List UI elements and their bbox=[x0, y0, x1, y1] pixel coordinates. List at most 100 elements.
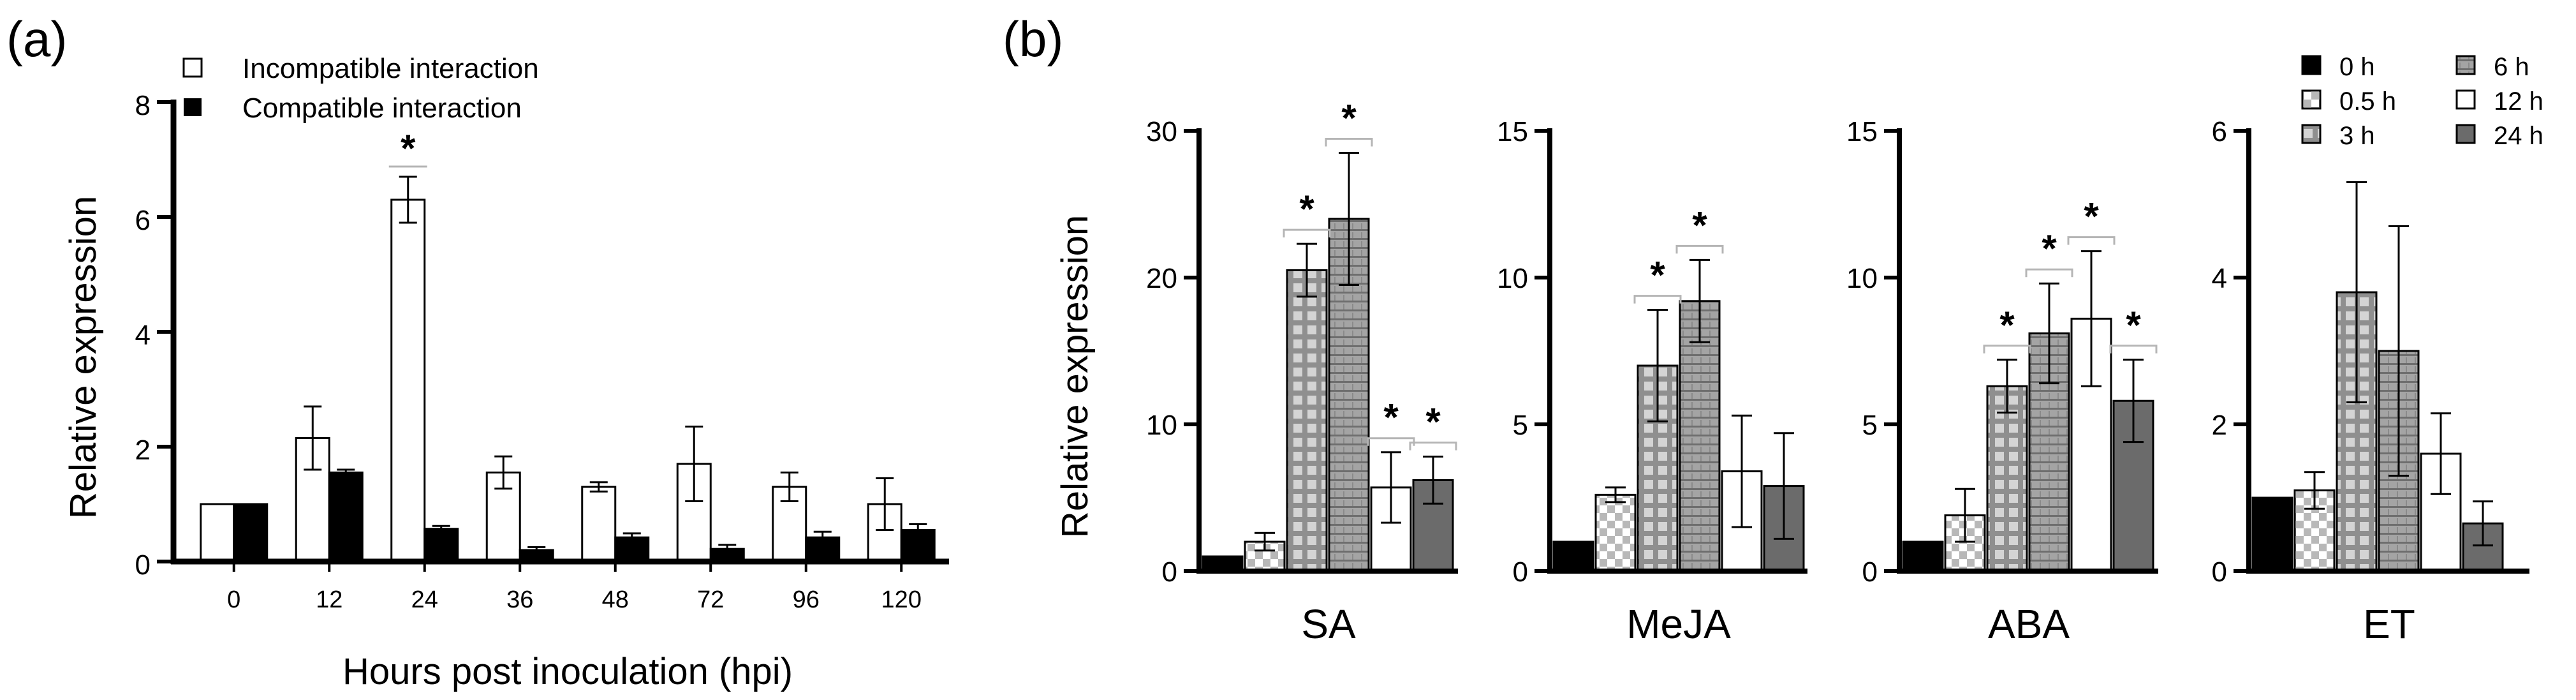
panel-a-significance-star: * bbox=[401, 127, 416, 170]
panel-b-significance-bracket bbox=[1983, 345, 2031, 354]
bar-meja-0h bbox=[1552, 540, 1594, 572]
panel-a-bars: * bbox=[200, 127, 936, 563]
panel-b-group-sa: 0 10 20 30 * * * * SA bbox=[1146, 97, 1458, 647]
panel-b-significance-bracket bbox=[1675, 244, 1724, 254]
legend-label-3h: 3 h bbox=[2339, 122, 2375, 150]
legend-swatch-24h bbox=[2455, 124, 2476, 144]
panel-b-significance-star: * bbox=[2126, 304, 2141, 346]
legend-label-24h: 24 h bbox=[2494, 122, 2543, 150]
panel-b-ytick-label: 0 bbox=[1162, 556, 1177, 588]
panel-b-significance-bracket bbox=[1367, 437, 1415, 446]
bar-aba-0h bbox=[1902, 540, 1944, 572]
panel-b-significance-bracket bbox=[1325, 138, 1373, 147]
panel-b-significance-bracket bbox=[2109, 345, 2158, 354]
bar-et-0h bbox=[2251, 496, 2293, 572]
legend-label-incompatible: Incompatible interaction bbox=[242, 53, 539, 84]
panel-a-xtick-label: 36 bbox=[506, 586, 533, 613]
panel-b-ytick-label: 10 bbox=[1846, 263, 1878, 294]
panel-b-ytick-label: 0 bbox=[1513, 556, 1528, 588]
panel-b-group-aba: 0 5 10 15 * * * * ABA bbox=[1846, 116, 2158, 647]
bar-incompatible-0hpi bbox=[200, 503, 235, 563]
legend-swatch-compatible bbox=[184, 98, 202, 116]
panel-b-ytick-label: 6 bbox=[2212, 116, 2227, 147]
panel-a-xlabel: Hours post inoculation (hpi) bbox=[342, 651, 793, 692]
legend-swatch-incompatible bbox=[182, 57, 203, 78]
legend-swatch-3h bbox=[2301, 124, 2322, 144]
panel-b-ytick-label: 5 bbox=[1862, 410, 1878, 441]
legend-swatch-12h bbox=[2455, 89, 2476, 110]
panel-b-ytick-label: 10 bbox=[1146, 410, 1177, 441]
panel-a-xtick-label: 120 bbox=[881, 586, 922, 613]
panel-b-significance-bracket bbox=[1409, 442, 1457, 451]
panel-b-category-label: ET bbox=[2363, 601, 2415, 647]
panel-b-significance-bracket bbox=[1283, 228, 1331, 238]
bar-meja-0.5h bbox=[1594, 493, 1637, 572]
legend-swatch-0.5h bbox=[2301, 89, 2322, 110]
panel-a-ytick-label: 8 bbox=[135, 90, 151, 121]
panel-b-groups: 0 10 20 30 * * * * SA 0 5 10 15 * * MeJA 0 5 10 15 * * * * ABA 0 2… bbox=[1146, 97, 2529, 647]
panel-b-ylabel: Relative expression bbox=[1054, 215, 1096, 538]
panel-a-yticks: 0 2 4 6 8 bbox=[135, 90, 173, 581]
panel-b-ytick-label: 10 bbox=[1497, 263, 1528, 294]
panel-b-significance-bracket bbox=[1633, 295, 1682, 304]
panel-b-legend: 0 h 0.5 h 3 h 6 h 12 h 24 h bbox=[2301, 53, 2543, 150]
bar-compatible-12hpi bbox=[328, 472, 364, 563]
legend-label-compatible: Compatible interaction bbox=[242, 93, 522, 124]
panel-a-xtick-label: 12 bbox=[316, 586, 342, 613]
panel-a-xtick-label: 24 bbox=[411, 586, 438, 613]
panel-a-ytick-label: 2 bbox=[135, 435, 151, 466]
panel-b-label: (b) bbox=[1003, 11, 1063, 67]
bar-incompatible-24hpi bbox=[390, 198, 426, 563]
legend-label-0h: 0 h bbox=[2339, 53, 2375, 81]
panel-b-ytick-label: 0 bbox=[1862, 556, 1878, 588]
panel-a-xtick-label: 0 bbox=[227, 586, 240, 613]
panel-a-legend: Incompatible interaction Compatible inte… bbox=[182, 53, 539, 124]
panel-a-axes bbox=[170, 100, 949, 565]
panel-a-ylabel: Relative expression bbox=[63, 196, 104, 519]
panel-b-category-label: MeJA bbox=[1626, 601, 1731, 647]
panel-b-ytick-label: 2 bbox=[2212, 410, 2227, 441]
legend-swatch-0h bbox=[2301, 55, 2322, 75]
panel-a-xtick-label: 72 bbox=[697, 586, 724, 613]
panel-a-ytick-label: 6 bbox=[135, 205, 151, 236]
panel-b-significance-star: * bbox=[1299, 188, 1314, 230]
bar-compatible-0hpi bbox=[233, 503, 269, 563]
bar-compatible-24hpi bbox=[423, 528, 459, 563]
panel-b-significance-star: * bbox=[2042, 227, 2057, 270]
bar-sa-3h bbox=[1286, 269, 1328, 572]
panel-a-label: (a) bbox=[6, 11, 67, 67]
legend-label-0.5h: 0.5 h bbox=[2339, 87, 2396, 115]
panel-b-ytick-label: 4 bbox=[2212, 263, 2227, 294]
panel-b-ytick-label: 0 bbox=[2212, 556, 2227, 588]
panel-b-significance-star: * bbox=[2084, 195, 2099, 238]
panel-b-ytick-label: 30 bbox=[1146, 116, 1177, 147]
legend-label-12h: 12 h bbox=[2494, 87, 2543, 115]
panel-b-category-label: SA bbox=[1301, 601, 1356, 647]
legend-swatch-6h bbox=[2455, 55, 2476, 75]
panel-b-ytick-label: 5 bbox=[1513, 410, 1528, 441]
panel-b-significance-star: * bbox=[1650, 254, 1665, 297]
panel-b-category-label: ABA bbox=[1988, 601, 2070, 647]
bar-aba-3h bbox=[1986, 385, 2028, 572]
panel-b-significance-star: * bbox=[1999, 304, 2015, 346]
panel-b-group-et: 0 2 4 6 ET bbox=[2212, 116, 2529, 647]
panel-b-ytick-label: 15 bbox=[1497, 116, 1528, 147]
panel-b-significance-star: * bbox=[1692, 204, 1707, 246]
bar-incompatible-48hpi bbox=[581, 486, 617, 563]
panel-b-significance-bracket bbox=[2025, 268, 2073, 278]
panel-a-ytick-label: 4 bbox=[135, 320, 151, 351]
panel-a-ytick-label: 0 bbox=[135, 549, 151, 581]
panel-b-ytick-label: 15 bbox=[1846, 116, 1878, 147]
legend-label-6h: 6 h bbox=[2494, 53, 2529, 81]
panel-b-significance-bracket bbox=[2067, 236, 2116, 245]
panel-a-xtick-label: 96 bbox=[793, 586, 820, 613]
panel-b-significance-star: * bbox=[1383, 396, 1399, 439]
panel-a-xtick-label: 48 bbox=[602, 586, 629, 613]
panel-a-xticks: 0 12 24 36 48 72 96 120 bbox=[227, 562, 922, 613]
panel-a: (a) Relative expression Hours post inocu… bbox=[6, 11, 949, 692]
panel-b-significance-star: * bbox=[1425, 401, 1441, 443]
panel-b-significance-star: * bbox=[1341, 97, 1357, 140]
panel-b-ytick-label: 20 bbox=[1146, 263, 1177, 294]
